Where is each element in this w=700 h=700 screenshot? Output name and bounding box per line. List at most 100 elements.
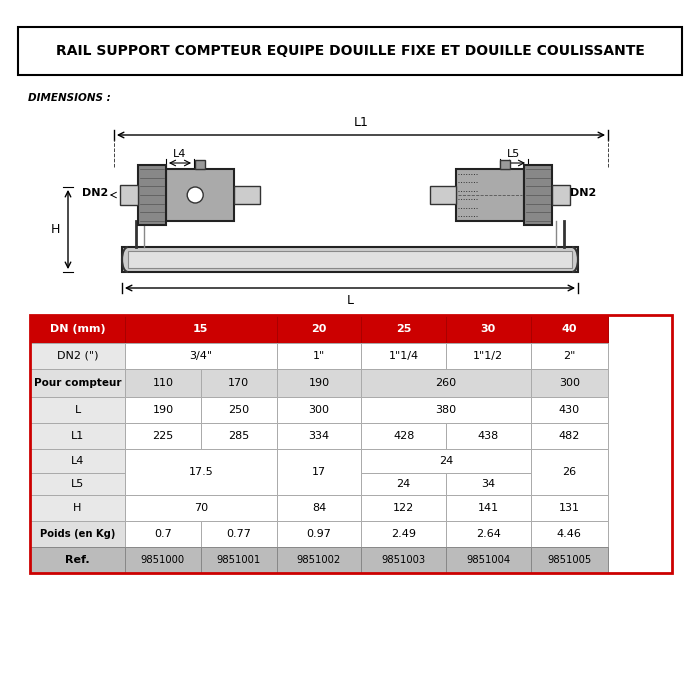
Text: 110: 110 [153,378,174,388]
Text: 334: 334 [308,431,330,441]
Text: 25: 25 [396,324,412,334]
Bar [125,369,201,397]
Text: 0.97: 0.97 [307,529,331,539]
Text: 1"1/2: 1"1/2 [473,351,503,361]
Text: 3/4": 3/4" [189,351,212,361]
Bar [195,160,205,169]
Bar [531,343,608,369]
Bar [234,186,260,204]
Bar [201,423,276,449]
Text: H: H [50,223,60,236]
Bar [201,521,276,547]
Text: 2.64: 2.64 [476,529,500,539]
Bar [276,369,361,397]
Bar [446,423,531,449]
Bar [201,547,276,573]
Bar [276,423,361,449]
Text: 2": 2" [563,351,575,361]
Text: L4: L4 [71,456,84,466]
Bar [125,423,201,449]
Text: 2.49: 2.49 [391,529,416,539]
Text: 9851001: 9851001 [216,555,261,565]
Bar [361,369,531,397]
Text: DN2: DN2 [218,188,244,198]
Text: 20: 20 [312,324,327,334]
Bar [500,160,510,169]
Text: 34: 34 [482,479,496,489]
Bar [361,521,446,547]
Bar [276,521,361,547]
Bar [30,343,125,369]
Bar [125,449,276,495]
Text: L1: L1 [354,116,368,129]
Bar [531,315,608,343]
Text: 0.7: 0.7 [154,529,172,539]
Text: 0.77: 0.77 [226,529,251,539]
Bar [361,495,446,521]
Text: 190: 190 [153,405,174,415]
Bar [361,315,446,343]
Bar [361,473,446,495]
Text: 141: 141 [478,503,499,513]
Text: 380: 380 [435,405,456,415]
Bar [125,315,276,343]
Bar [30,521,125,547]
Bar [30,315,672,573]
Text: 24: 24 [396,479,411,489]
Bar [30,495,125,521]
Text: 300: 300 [559,378,580,388]
Bar [30,449,125,473]
Text: L: L [74,405,81,415]
Text: 250: 250 [228,405,249,415]
Text: L1: L1 [71,431,84,441]
Text: Poids (en Kg): Poids (en Kg) [40,529,116,539]
Bar [276,547,361,573]
Text: 9851004: 9851004 [466,555,510,565]
Text: 1": 1" [313,351,325,361]
Text: 17.5: 17.5 [188,467,213,477]
Text: Ref.: Ref. [65,555,90,565]
Bar [128,251,572,268]
Bar [446,495,531,521]
Bar [430,186,456,204]
Bar [531,423,608,449]
Text: 9851003: 9851003 [382,555,426,565]
Bar [276,449,361,495]
Bar [531,397,608,423]
Text: 70: 70 [194,503,208,513]
Bar [30,315,125,343]
Bar [446,315,531,343]
Bar [531,547,608,573]
Bar [122,247,578,272]
Bar [361,343,446,369]
Text: 1"1/4: 1"1/4 [389,351,419,361]
Bar [125,521,201,547]
Bar [125,495,276,521]
Text: L: L [346,294,354,307]
Bar [138,165,166,225]
Text: H: H [74,503,82,513]
Circle shape [187,187,203,203]
Text: 84: 84 [312,503,326,513]
Text: 170: 170 [228,378,249,388]
Text: DN2: DN2 [570,188,596,198]
Bar [446,521,531,547]
Text: DN2 ("): DN2 (") [57,351,98,361]
Text: 428: 428 [393,431,414,441]
Text: DN2: DN2 [82,188,108,198]
Text: 15: 15 [193,324,209,334]
Bar [456,169,524,221]
Bar [531,449,608,495]
Bar [30,547,125,573]
Bar [30,397,125,423]
Text: 300: 300 [309,405,330,415]
Bar [120,185,138,205]
Bar [125,547,201,573]
Bar [125,343,276,369]
Bar [276,495,361,521]
Text: 26: 26 [562,467,576,477]
Text: 4.46: 4.46 [556,529,582,539]
Text: 482: 482 [559,431,580,441]
Bar [531,495,608,521]
Text: 17: 17 [312,467,326,477]
